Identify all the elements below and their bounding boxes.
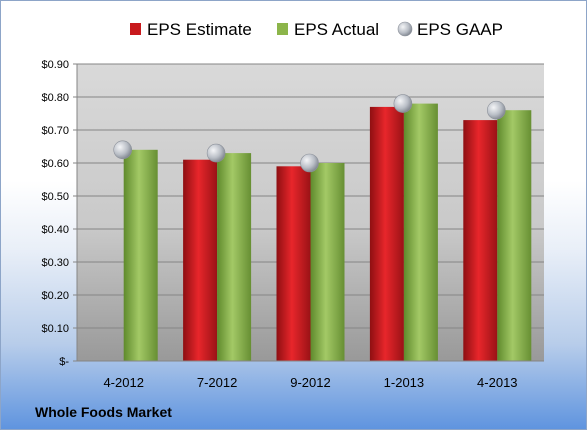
eps-gaap-marker	[300, 153, 319, 173]
x-tick-label: 1-2013	[384, 375, 424, 390]
eps-actual-bar	[217, 153, 252, 361]
eps-actual-bar	[123, 149, 158, 361]
y-tick-label: $0.80	[41, 92, 69, 104]
x-tick-label: 4-2012	[103, 375, 143, 390]
eps-estimate-bar	[369, 106, 404, 362]
legend-label-eps-estimate: EPS Estimate	[147, 20, 252, 39]
eps-actual-bar	[497, 110, 532, 361]
x-tick-label: 7-2012	[197, 375, 237, 390]
x-tick-label: 9-2012	[290, 375, 330, 390]
legend-label-eps-gaap: EPS GAAP	[417, 20, 503, 39]
x-axis: 4-2012 7-2012 9-2012 1-2013 4-2013	[77, 360, 544, 390]
y-axis: $- $0.10 $0.20 $0.30 $0.40 $0.50 $0.60 $0.70 $0.…	[41, 59, 78, 368]
y-tick-label: $0.20	[41, 290, 69, 302]
x-tick-label: 4-2013	[477, 375, 517, 390]
eps-actual-bar	[403, 103, 438, 361]
eps-gaap-marker	[393, 94, 413, 113]
legend: EPS Estimate EPS Actual EPS GAAP	[130, 20, 503, 39]
legend-swatch-eps-actual	[277, 23, 288, 35]
y-tick-label: $0.40	[41, 224, 69, 236]
eps-estimate-bar	[183, 159, 218, 361]
y-tick-label: $0.30	[41, 257, 69, 269]
y-tick-label: $0.90	[41, 59, 69, 71]
y-tick-label: $0.60	[41, 158, 69, 170]
y-tick-label: $-	[59, 356, 69, 368]
y-tick-label: $0.70	[41, 125, 69, 137]
eps-estimate-bar	[276, 166, 311, 361]
legend-label-eps-actual: EPS Actual	[294, 20, 379, 39]
eps-estimate-bar	[463, 120, 498, 361]
legend-marker-eps-gaap	[397, 21, 413, 37]
eps-actual-bar	[310, 163, 345, 361]
eps-gaap-marker	[486, 100, 506, 120]
y-tick-label: $0.50	[41, 191, 69, 203]
gaap-markers	[113, 94, 506, 173]
legend-swatch-eps-estimate	[130, 23, 141, 35]
footer-label: Whole Foods Market	[35, 404, 172, 420]
y-tick-label: $0.10	[41, 323, 69, 335]
bars	[123, 103, 532, 362]
eps-gaap-marker	[206, 143, 226, 163]
eps-gaap-marker	[113, 140, 132, 160]
